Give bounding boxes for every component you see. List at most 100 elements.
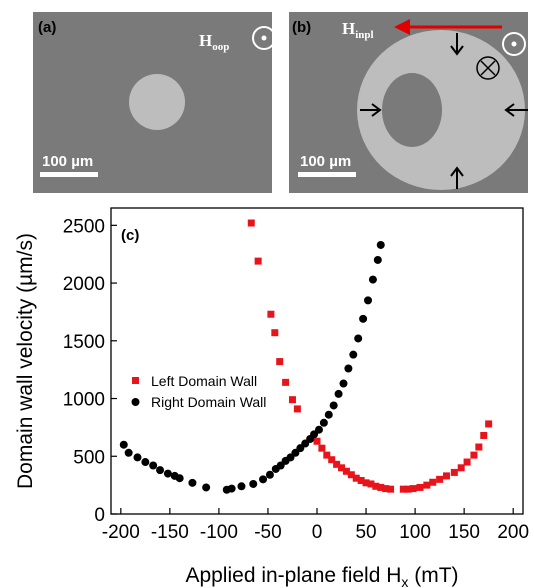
left-domain-wall-point: [362, 479, 370, 487]
left-domain-wall-point: [333, 460, 341, 468]
right-domain-wall-point: [324, 410, 333, 419]
wall-motion-arrow-right-icon: [504, 103, 528, 117]
right-domain-wall-point: [319, 418, 328, 427]
panel-b: (b) Hinpl 10: [289, 12, 528, 193]
left-domain-wall-point: [288, 396, 296, 404]
left-domain-wall-point: [338, 464, 346, 472]
panel-b-scale-text: 100 µm: [300, 153, 351, 170]
panel-a: (a) Hoop 100 µm: [33, 12, 276, 193]
y-tick-label: 500: [73, 447, 105, 468]
panel-b-inner-domain: [382, 73, 442, 147]
left-domain-wall-point: [475, 443, 483, 451]
legend-left-wall-marker: [132, 377, 139, 384]
x-tick-label: -200: [102, 522, 140, 543]
x-tick-label: 0: [312, 522, 323, 543]
right-domain-wall-point: [376, 240, 385, 249]
right-domain-wall-point: [259, 475, 268, 484]
left-domain-wall-point: [429, 478, 437, 486]
y-tick-label: 1000: [63, 390, 105, 411]
left-domain-wall-point: [271, 329, 279, 337]
right-domain-wall-point: [124, 448, 133, 457]
left-domain-wall-point: [247, 219, 255, 227]
right-domain-wall-point: [163, 469, 172, 478]
panel-a-label: (a): [38, 19, 56, 36]
left-domain-wall-point: [450, 468, 458, 476]
y-tick-label: 2000: [63, 274, 105, 295]
right-domain-wall-point: [373, 255, 382, 264]
left-domain-wall-point: [442, 472, 450, 480]
left-domain-wall-point: [276, 358, 284, 366]
right-domain-wall-point: [249, 479, 258, 488]
left-domain-wall-point: [470, 451, 478, 459]
left-domain-wall-point: [313, 437, 321, 445]
field-in-plane-arrow-icon: [394, 19, 502, 35]
right-domain-wall-point: [133, 453, 142, 462]
panel-b-label: (b): [292, 19, 311, 36]
right-domain-wall-point: [156, 466, 165, 475]
x-tick-label: -150: [151, 522, 189, 543]
right-domain-wall-point: [265, 470, 274, 479]
field-into-page-icon: [476, 56, 500, 80]
left-domain-wall-point: [267, 310, 275, 318]
right-domain-wall-point: [359, 314, 368, 323]
left-domain-wall-point: [416, 483, 424, 491]
x-tick-label: -100: [200, 522, 238, 543]
left-domain-wall-point: [352, 474, 360, 482]
x-tick-label: 50: [355, 522, 376, 543]
panel-a-domain: [129, 74, 185, 130]
legend: Left Domain Wall Right Domain Wall: [131, 373, 266, 410]
left-domain-wall-point: [318, 444, 326, 452]
left-domain-wall-point: [436, 475, 444, 483]
left-domain-wall-point: [457, 464, 465, 472]
right-domain-wall-point: [368, 275, 377, 284]
left-domain-wall-point: [485, 420, 493, 428]
right-domain-wall-point: [364, 296, 373, 305]
panel-c-label: (c): [121, 227, 139, 244]
right-domain-wall-point: [349, 350, 358, 359]
x-tick-label: 150: [448, 522, 480, 543]
x-tick-label: 100: [399, 522, 431, 543]
y-axis-title: Domain wall velocity (µm/s): [14, 233, 37, 489]
legend-right-wall-label: Right Domain Wall: [151, 394, 266, 410]
panel-a-field-label: Hoop: [199, 31, 229, 53]
right-domain-wall-point: [149, 461, 158, 470]
left-domain-wall-point: [387, 485, 395, 493]
left-domain-wall-point: [377, 483, 385, 491]
left-domain-wall-point: [423, 481, 431, 489]
x-tick-label: -50: [254, 522, 281, 543]
x-axis-title: Applied in-plane field Hx (mT): [185, 564, 458, 588]
right-domain-wall-point: [344, 364, 353, 373]
wall-motion-arrow-left-icon: [360, 103, 382, 117]
right-domain-wall-point: [237, 482, 246, 491]
left-domain-wall-point: [323, 451, 331, 459]
left-domain-wall-point: [254, 257, 262, 265]
right-domain-wall-point: [175, 474, 184, 483]
y-tick-label: 0: [94, 505, 105, 526]
left-domain-wall-point: [399, 485, 407, 493]
panel-a-scale-bar: [40, 172, 98, 177]
field-out-of-plane-icon: [502, 32, 526, 56]
data-marks: [119, 219, 493, 494]
left-domain-wall-point: [463, 458, 471, 466]
left-domain-wall-point: [293, 405, 301, 413]
right-domain-wall-point: [141, 458, 150, 467]
left-domain-wall-point: [282, 378, 290, 386]
right-domain-wall-point: [354, 334, 363, 343]
right-domain-wall-point: [339, 379, 348, 388]
panel-a-scale-text: 100 µm: [42, 153, 93, 170]
x-tick-label: 200: [497, 522, 529, 543]
x-axis-ticks: -200 -150 -100 -50 0 50 100 150 200: [102, 508, 529, 543]
panel-b-scale-bar: [298, 172, 356, 177]
right-domain-wall-point: [188, 478, 197, 487]
right-domain-wall-point: [227, 484, 236, 493]
wall-motion-arrow-top-icon: [450, 33, 464, 56]
left-domain-wall-point: [342, 467, 350, 475]
panel-b-field-label: Hinpl: [342, 19, 374, 41]
left-domain-wall-point: [357, 477, 365, 485]
left-domain-wall-point: [480, 431, 488, 439]
left-domain-wall-point: [328, 456, 336, 464]
left-domain-wall-point: [372, 482, 380, 490]
y-tick-label: 1500: [63, 332, 105, 353]
